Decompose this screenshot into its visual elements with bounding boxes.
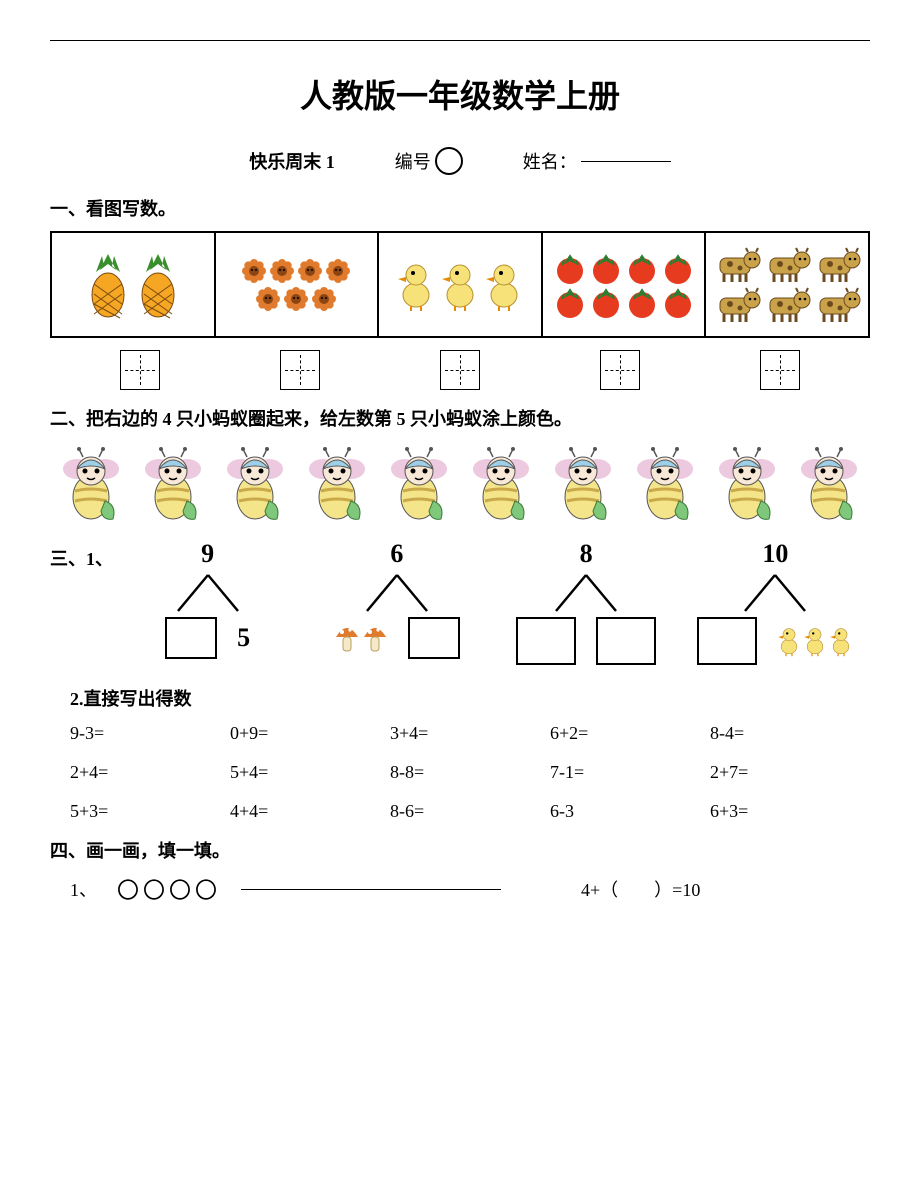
arith-problem: 5+4= (230, 762, 390, 783)
subtitle: 快乐周末 1 (249, 148, 335, 174)
q3-bonds-row: 三、1、 9 5 6 8 10 (50, 539, 870, 665)
name-group: 姓名： (523, 148, 671, 174)
bond-top: 9 (201, 539, 214, 569)
page-title: 人教版一年级数学上册 (50, 71, 870, 117)
arith-problem: 2+7= (710, 762, 870, 783)
arith-problem: 3+4= (390, 723, 550, 744)
arith-problem: 4+4= (230, 801, 390, 822)
arith-problem: 8-8= (390, 762, 550, 783)
arith-problem: 6-3 (550, 801, 710, 822)
answer-box[interactable] (280, 350, 320, 390)
serial-circle[interactable] (435, 147, 463, 175)
arith-problem: 8-4= (710, 723, 870, 744)
q3-label: 三、1、 (50, 539, 113, 571)
name-line[interactable] (581, 161, 671, 162)
q1-answer-boxes (50, 350, 870, 390)
q1-cell-flower (215, 232, 379, 337)
q4-equation: 4+（ ）=10 (581, 876, 700, 902)
bee-icon (711, 441, 783, 534)
number-bond: 8 (501, 539, 671, 665)
arith-problem: 8-6= (390, 801, 550, 822)
arith-grid: 9-3=0+9=3+4=6+2=8-4= 2+4=5+4=8-8=7-1=2+7=… (70, 723, 870, 822)
bee-icon (793, 441, 865, 534)
bee-icon (219, 441, 291, 534)
arith-problem: 0+9= (230, 723, 390, 744)
q4-heading: 四、画一画，填一填。 (50, 837, 870, 863)
bees-row (50, 441, 870, 534)
q4-row: 1、 〇〇〇〇 4+（ ）=10 (70, 873, 870, 905)
number-bond: 6 (312, 539, 482, 665)
duck-icon (777, 625, 853, 656)
answer-box[interactable] (760, 350, 800, 390)
q4-circles: 〇〇〇〇 (117, 873, 221, 905)
q1-table (50, 231, 870, 338)
arith-problem: 2+4= (70, 762, 230, 783)
serial-group: 编号 (395, 147, 463, 175)
mushroom-icon (334, 623, 388, 653)
q1-heading: 一、看图写数。 (50, 195, 870, 221)
number-bond: 10 (690, 539, 860, 665)
q1-cell-cow (705, 232, 869, 337)
bee-icon (137, 441, 209, 534)
q1-cell-pineapple (51, 232, 215, 337)
number-bond: 9 5 (123, 539, 293, 665)
bond-box[interactable] (408, 617, 460, 659)
bond-top: 6 (390, 539, 403, 569)
bond-number: 5 (237, 623, 250, 653)
bond-box[interactable] (697, 617, 757, 665)
q4-row-label: 1、 (70, 876, 97, 902)
bond-box[interactable] (165, 617, 217, 659)
serial-label: 编号 (395, 148, 431, 174)
answer-box[interactable] (600, 350, 640, 390)
bee-icon (55, 441, 127, 534)
answer-box[interactable] (440, 350, 480, 390)
bee-icon (383, 441, 455, 534)
arith-problem: 5+3= (70, 801, 230, 822)
q3-arith-heading: 2.直接写出得数 (70, 685, 870, 711)
arith-problem: 6+3= (710, 801, 870, 822)
bond-top: 10 (762, 539, 788, 569)
q1-cell-duck (378, 232, 542, 337)
answer-box[interactable] (120, 350, 160, 390)
top-rule (50, 40, 870, 41)
bond-box[interactable] (516, 617, 576, 665)
name-label: 姓名： (523, 148, 577, 174)
bee-icon (465, 441, 537, 534)
bee-icon (629, 441, 701, 534)
bond-top: 8 (580, 539, 593, 569)
bond-box[interactable] (596, 617, 656, 665)
arith-problem: 7-1= (550, 762, 710, 783)
arith-problem: 9-3= (70, 723, 230, 744)
q2-heading: 二、把右边的 4 只小蚂蚁圈起来，给左数第 5 只小蚂蚁涂上颜色。 (50, 405, 870, 431)
q4-draw-line[interactable] (241, 889, 501, 890)
arith-problem: 6+2= (550, 723, 710, 744)
bee-icon (547, 441, 619, 534)
bee-icon (301, 441, 373, 534)
q1-cell-tomato (542, 232, 706, 337)
subtitle-row: 快乐周末 1 编号 姓名： (50, 147, 870, 175)
